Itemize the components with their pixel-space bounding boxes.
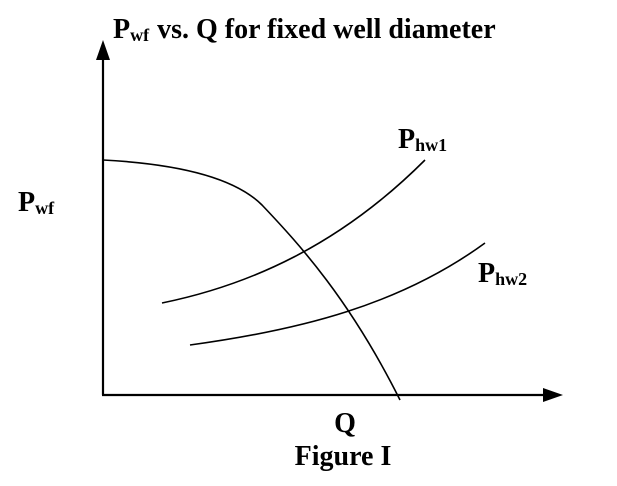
ipr-curve <box>102 159 401 401</box>
title-sub: wf <box>130 25 150 45</box>
curve-label: Phw2 <box>478 258 527 289</box>
title: Pwf vs. Q for fixed well diameter <box>113 14 496 45</box>
curve-label-sub: hw2 <box>495 269 527 289</box>
x-axis-arrow <box>543 388 563 402</box>
title-base: P <box>113 14 130 45</box>
y-label-base: P <box>18 187 35 218</box>
curve-label-base: P <box>478 258 495 289</box>
caption: Figure I <box>295 441 392 472</box>
y-label: Pwf <box>18 187 55 218</box>
curve-label-sub: hw1 <box>415 135 447 155</box>
curve-label: Phw1 <box>398 124 447 155</box>
phw1-curve <box>161 159 426 304</box>
title-rest: vs. Q for fixed well diameter <box>157 14 496 45</box>
y-axis-arrow <box>96 40 110 60</box>
x-label: Q <box>334 408 356 439</box>
phw2-curve <box>189 242 486 346</box>
curve-label-base: P <box>398 124 415 155</box>
y-label-sub: wf <box>35 198 55 218</box>
